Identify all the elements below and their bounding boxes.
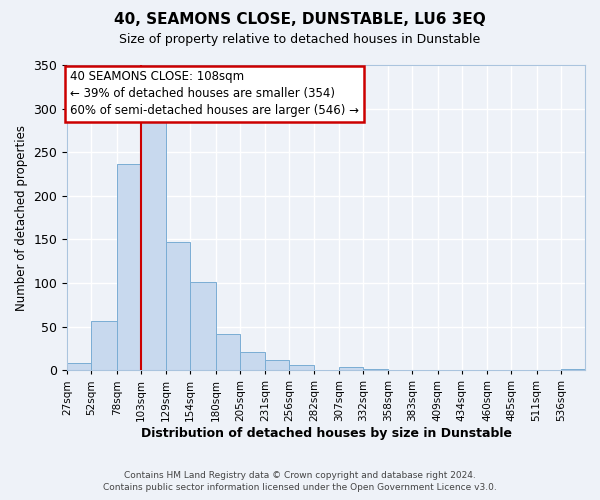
Bar	[215, 334, 240, 370]
Bar	[338, 367, 363, 370]
Text: Size of property relative to detached houses in Dunstable: Size of property relative to detached ho…	[119, 32, 481, 46]
Bar	[265, 360, 289, 370]
Bar	[166, 242, 190, 370]
Bar	[363, 368, 388, 370]
Text: Contains HM Land Registry data © Crown copyright and database right 2024.
Contai: Contains HM Land Registry data © Crown c…	[103, 471, 497, 492]
Bar	[141, 116, 166, 370]
Bar	[289, 365, 314, 370]
Bar	[190, 282, 215, 370]
Bar	[67, 364, 91, 370]
Bar	[91, 320, 116, 370]
Bar	[561, 368, 585, 370]
X-axis label: Distribution of detached houses by size in Dunstable: Distribution of detached houses by size …	[140, 427, 512, 440]
Text: 40 SEAMONS CLOSE: 108sqm
← 39% of detached houses are smaller (354)
60% of semi-: 40 SEAMONS CLOSE: 108sqm ← 39% of detach…	[70, 70, 359, 117]
Y-axis label: Number of detached properties: Number of detached properties	[15, 124, 28, 310]
Bar	[240, 352, 265, 370]
Bar	[116, 164, 141, 370]
Text: 40, SEAMONS CLOSE, DUNSTABLE, LU6 3EQ: 40, SEAMONS CLOSE, DUNSTABLE, LU6 3EQ	[114, 12, 486, 28]
